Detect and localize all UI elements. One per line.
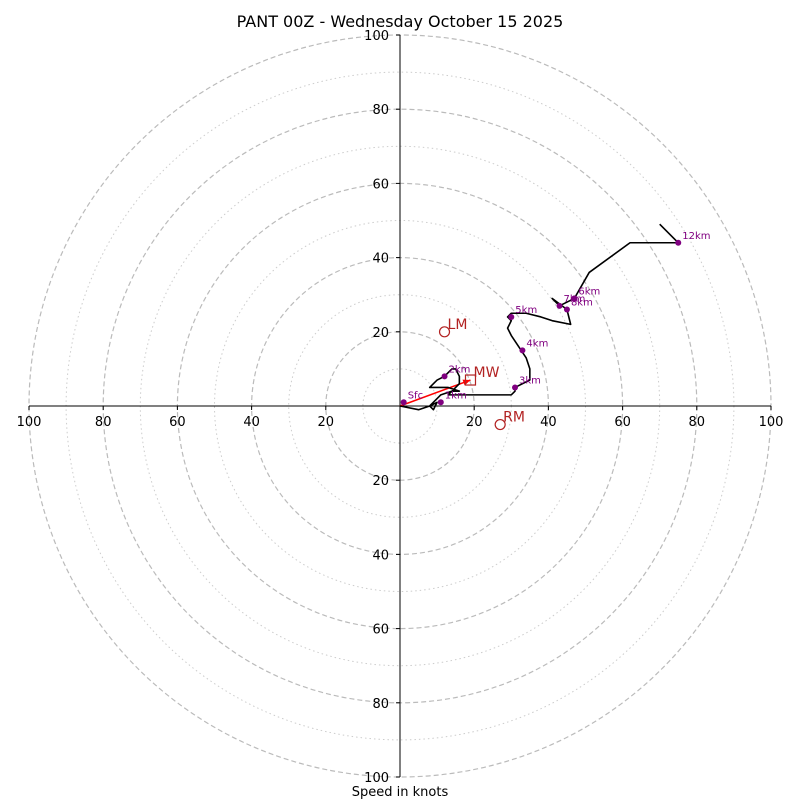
- chart-title: PANT 00Z - Wednesday October 15 2025: [237, 12, 564, 31]
- height-label-4km: 4km: [526, 338, 548, 349]
- storm-label-mw: MW: [473, 365, 499, 381]
- tick-label-left-20: 20: [318, 415, 335, 430]
- tick-labels: 20 20 20 20 40 40 40 40 60 60 60 60 80 80 80 80 100 100 10…: [17, 29, 784, 786]
- height-marker-8km: [563, 306, 570, 313]
- wind-trace-layer: [399, 223, 680, 411]
- tick-label-bottom-40: 40: [372, 548, 389, 563]
- height-label-7km: 7km: [564, 294, 586, 305]
- height-marker-3km: [512, 384, 519, 391]
- tick-label-bottom-100: 100: [364, 771, 389, 786]
- tick-label-bottom-60: 60: [372, 623, 389, 638]
- x-axis-label: Speed in knots: [352, 785, 449, 800]
- tick-label-right-20: 20: [466, 415, 483, 430]
- tick-label-left-40: 40: [243, 415, 260, 430]
- wind-trace-line: [399, 223, 680, 411]
- tick-label-bottom-20: 20: [372, 474, 389, 489]
- tick-label-right-80: 80: [689, 415, 706, 430]
- height-label-6km: 6km: [578, 286, 600, 297]
- tick-label-right-100: 100: [759, 415, 784, 430]
- storm-motion-markers: LM MW RM: [438, 317, 525, 431]
- tick-label-top-100: 100: [364, 29, 389, 44]
- height-label-8km: 8km: [571, 298, 593, 309]
- height-label-12km: 12km: [682, 231, 710, 242]
- height-label-1km: 1km: [445, 390, 467, 401]
- storm-marker-lm: [438, 326, 451, 338]
- height-label-2km: 2km: [449, 364, 471, 375]
- tick-label-left-100: 100: [17, 415, 42, 430]
- height-marker-sfc: [400, 399, 407, 406]
- storm-label-rm: RM: [503, 410, 525, 426]
- tick-label-left-60: 60: [169, 415, 186, 430]
- tick-label-right-60: 60: [614, 415, 631, 430]
- storm-marker-mw: [464, 374, 477, 386]
- height-label-5km: 5km: [515, 305, 537, 316]
- height-marker-7km: [556, 302, 563, 309]
- tick-label-top-80: 80: [372, 103, 389, 118]
- tick-label-left-80: 80: [95, 415, 112, 430]
- height-marker-1km: [437, 399, 444, 406]
- tick-label-bottom-80: 80: [372, 697, 389, 712]
- height-marker-2km: [441, 373, 448, 380]
- tick-label-right-40: 40: [540, 415, 557, 430]
- height-marker-6km: [571, 295, 578, 302]
- height-marker-4km: [519, 347, 526, 354]
- shear-vector-arrowhead: [462, 379, 471, 386]
- height-marker-12km: [675, 239, 682, 246]
- height-label-sfc: Sfc: [408, 390, 423, 401]
- tick-label-top-20: 20: [372, 326, 389, 341]
- height-marker-5km: [508, 313, 515, 320]
- tick-label-top-40: 40: [372, 252, 389, 267]
- storm-marker-rm: [494, 418, 506, 431]
- tick-label-top-60: 60: [372, 177, 389, 192]
- height-label-3km: 3km: [519, 375, 541, 386]
- storm-label-lm: LM: [448, 317, 468, 333]
